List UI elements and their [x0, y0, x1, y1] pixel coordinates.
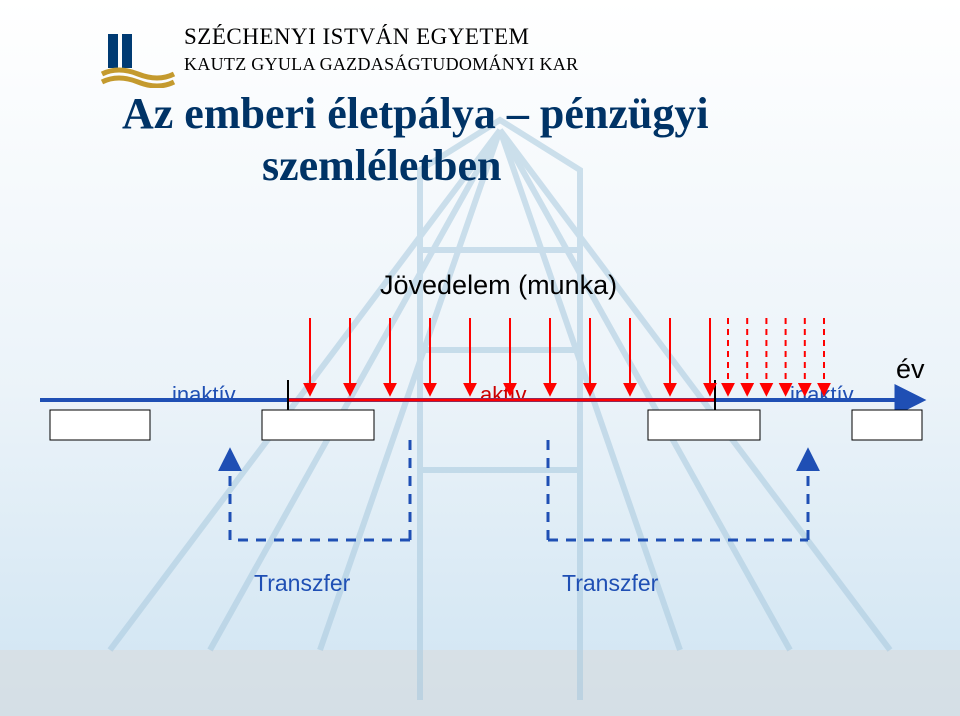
- slide-root: SZÉCHENYI ISTVÁN EGYETEM KAUTZ GYULA GAZ…: [0, 0, 960, 716]
- lifecycle-diagram: [0, 0, 960, 716]
